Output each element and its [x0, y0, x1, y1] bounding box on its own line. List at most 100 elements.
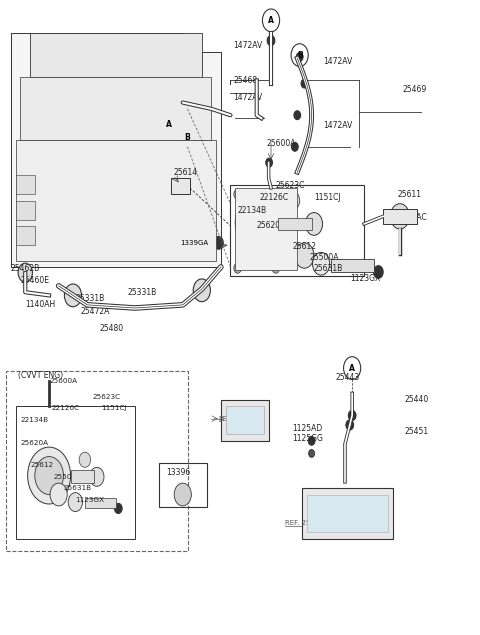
- Text: 25623C: 25623C: [92, 394, 120, 399]
- Circle shape: [272, 189, 280, 199]
- Circle shape: [294, 110, 300, 119]
- Text: 1125GG: 1125GG: [292, 434, 324, 443]
- Text: 25620A: 25620A: [21, 439, 48, 446]
- Circle shape: [115, 241, 126, 255]
- Circle shape: [305, 213, 323, 236]
- Text: 1123GX: 1123GX: [75, 497, 105, 502]
- Polygon shape: [11, 33, 221, 267]
- Circle shape: [263, 9, 280, 32]
- Circle shape: [296, 53, 303, 62]
- Text: 25468: 25468: [233, 76, 257, 85]
- Circle shape: [74, 148, 101, 184]
- Circle shape: [160, 113, 177, 136]
- Circle shape: [285, 191, 300, 210]
- Text: 22134B: 22134B: [238, 206, 267, 215]
- Polygon shape: [331, 259, 373, 272]
- Circle shape: [344, 357, 361, 380]
- Circle shape: [390, 204, 409, 229]
- Circle shape: [90, 467, 104, 486]
- Text: REF. 25-253: REF. 25-253: [285, 520, 326, 526]
- Polygon shape: [85, 498, 116, 509]
- Circle shape: [235, 194, 278, 251]
- Circle shape: [267, 36, 275, 46]
- Polygon shape: [21, 77, 211, 140]
- Bar: [230, 185, 364, 276]
- Circle shape: [242, 204, 271, 242]
- Circle shape: [193, 279, 210, 302]
- Text: 1123GX: 1123GX: [350, 274, 380, 283]
- Polygon shape: [16, 175, 35, 194]
- Circle shape: [177, 101, 189, 116]
- Text: 25469: 25469: [402, 85, 427, 95]
- Text: A: A: [349, 364, 355, 373]
- Circle shape: [309, 450, 314, 457]
- Text: 25631B: 25631B: [314, 264, 343, 272]
- Circle shape: [295, 243, 314, 268]
- Polygon shape: [221, 399, 269, 441]
- Text: 25623C: 25623C: [276, 182, 305, 190]
- Circle shape: [68, 493, 83, 512]
- Circle shape: [174, 483, 192, 506]
- Text: 22126C: 22126C: [259, 193, 288, 202]
- Circle shape: [266, 158, 273, 167]
- Text: 25620A: 25620A: [257, 222, 286, 231]
- Text: 1336AC: 1336AC: [397, 213, 427, 222]
- Text: 1472AV: 1472AV: [324, 121, 353, 130]
- Text: A: A: [166, 120, 171, 129]
- Bar: [16, 406, 135, 538]
- Text: 25472A: 25472A: [80, 307, 109, 316]
- Circle shape: [301, 79, 308, 88]
- Text: 1472AV: 1472AV: [233, 41, 262, 50]
- Text: 25500A: 25500A: [54, 474, 82, 480]
- Circle shape: [64, 284, 82, 307]
- Circle shape: [34, 107, 45, 123]
- Text: 25331B: 25331B: [128, 288, 157, 297]
- Circle shape: [50, 483, 67, 506]
- Text: B: B: [297, 51, 302, 60]
- Circle shape: [346, 420, 354, 430]
- Polygon shape: [30, 33, 202, 77]
- Circle shape: [373, 265, 383, 278]
- Text: A: A: [268, 16, 274, 25]
- Text: (CVVT ENG): (CVVT ENG): [18, 371, 63, 380]
- Circle shape: [79, 452, 91, 467]
- Polygon shape: [16, 226, 35, 245]
- Circle shape: [272, 263, 280, 273]
- Circle shape: [234, 189, 241, 199]
- Circle shape: [163, 234, 174, 249]
- Text: REF.25-253: REF.25-253: [218, 416, 257, 422]
- Polygon shape: [307, 495, 388, 533]
- Text: 25600A: 25600A: [266, 139, 296, 148]
- Circle shape: [34, 241, 45, 255]
- Circle shape: [82, 101, 93, 116]
- Text: 1472AV: 1472AV: [324, 57, 353, 66]
- Circle shape: [79, 154, 96, 177]
- Text: 25462B: 25462B: [11, 264, 40, 272]
- Text: 1339GA: 1339GA: [180, 240, 208, 246]
- Circle shape: [291, 142, 298, 151]
- Polygon shape: [71, 471, 95, 483]
- Circle shape: [18, 263, 33, 282]
- Circle shape: [214, 237, 223, 249]
- Circle shape: [115, 504, 122, 514]
- Text: 25500A: 25500A: [309, 253, 339, 262]
- Polygon shape: [226, 406, 264, 434]
- Bar: [6, 371, 188, 551]
- Polygon shape: [302, 488, 393, 538]
- Circle shape: [35, 457, 63, 495]
- Text: 22126C: 22126C: [51, 405, 80, 411]
- Circle shape: [112, 148, 139, 184]
- Text: 25600A: 25600A: [49, 378, 77, 384]
- Text: 25480: 25480: [99, 324, 123, 333]
- Bar: [159, 463, 206, 507]
- Circle shape: [36, 148, 62, 184]
- Circle shape: [179, 126, 196, 149]
- Text: 1151CJ: 1151CJ: [314, 193, 341, 202]
- Circle shape: [155, 154, 172, 177]
- Text: 1151CJ: 1151CJ: [102, 405, 127, 411]
- Circle shape: [348, 410, 356, 420]
- Text: 1472AV: 1472AV: [233, 93, 262, 102]
- Polygon shape: [16, 140, 216, 260]
- Text: 13396: 13396: [166, 468, 190, 477]
- Text: 25440: 25440: [405, 395, 429, 404]
